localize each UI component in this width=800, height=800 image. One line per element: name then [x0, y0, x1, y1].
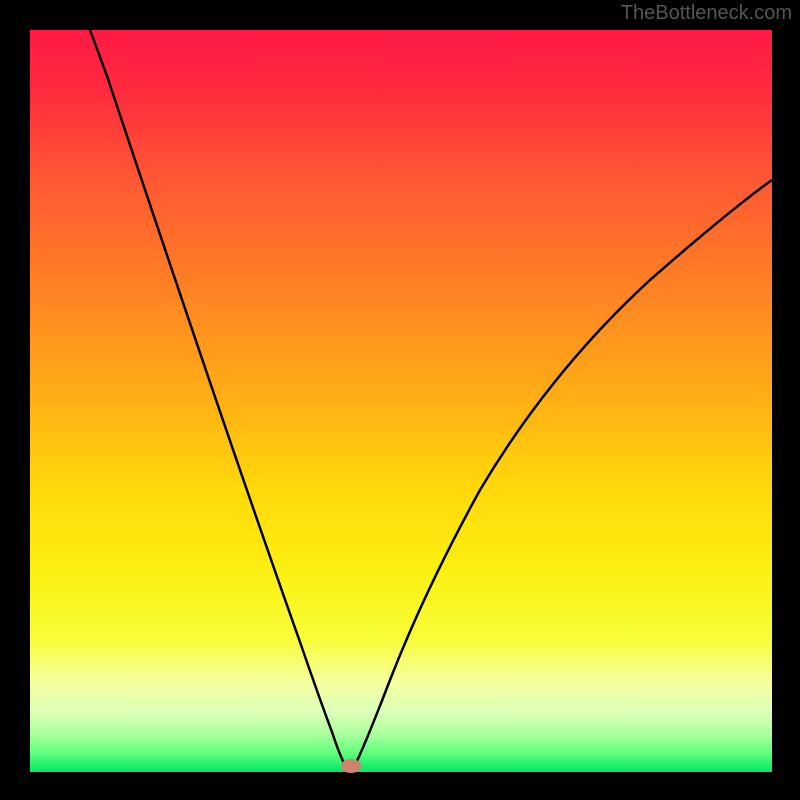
curve-svg: [30, 30, 772, 772]
bottleneck-curve: [90, 30, 772, 769]
watermark-text: TheBottleneck.com: [621, 2, 792, 25]
plot-area: [30, 30, 772, 772]
optimum-marker: [341, 759, 361, 773]
